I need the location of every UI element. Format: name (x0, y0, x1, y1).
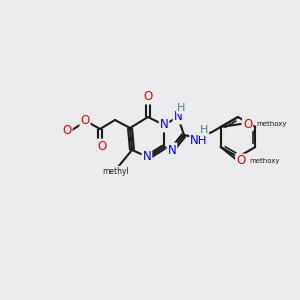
Text: O: O (98, 140, 106, 152)
Text: H: H (200, 125, 208, 135)
Text: methoxy: methoxy (250, 158, 280, 164)
Text: N: N (142, 151, 152, 164)
Text: NH: NH (190, 134, 208, 146)
Text: O: O (236, 154, 245, 167)
Text: O: O (62, 124, 72, 136)
Text: N: N (174, 110, 182, 124)
Text: N: N (160, 118, 168, 131)
Text: methoxy: methoxy (257, 121, 287, 127)
Text: H: H (177, 103, 185, 113)
Text: O: O (243, 118, 252, 130)
Text: O: O (143, 91, 153, 103)
Text: O: O (80, 113, 90, 127)
Text: methyl: methyl (103, 167, 129, 176)
Text: N: N (168, 143, 176, 157)
